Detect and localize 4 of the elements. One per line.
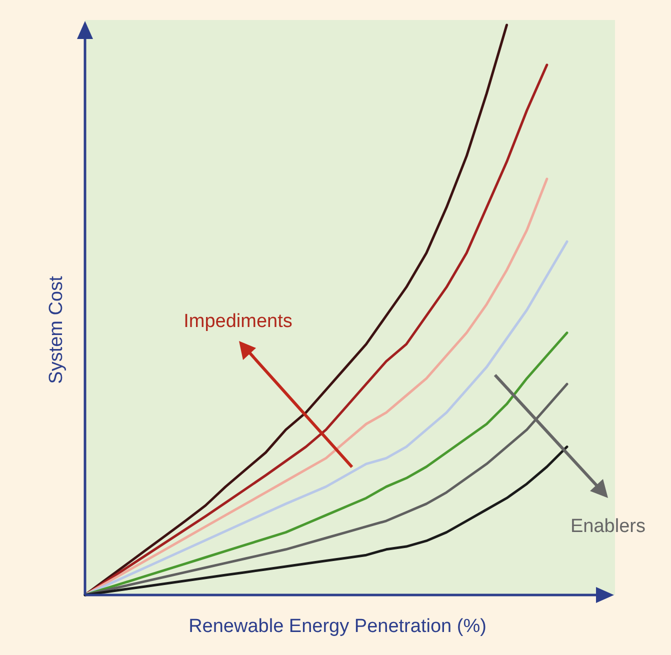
y-axis-title: System Cost: [46, 275, 67, 384]
x-axis-title: Renewable Energy Penetration (%): [188, 616, 486, 637]
annotation: Impediments: [184, 311, 292, 332]
annotation: Enablers: [570, 516, 646, 537]
